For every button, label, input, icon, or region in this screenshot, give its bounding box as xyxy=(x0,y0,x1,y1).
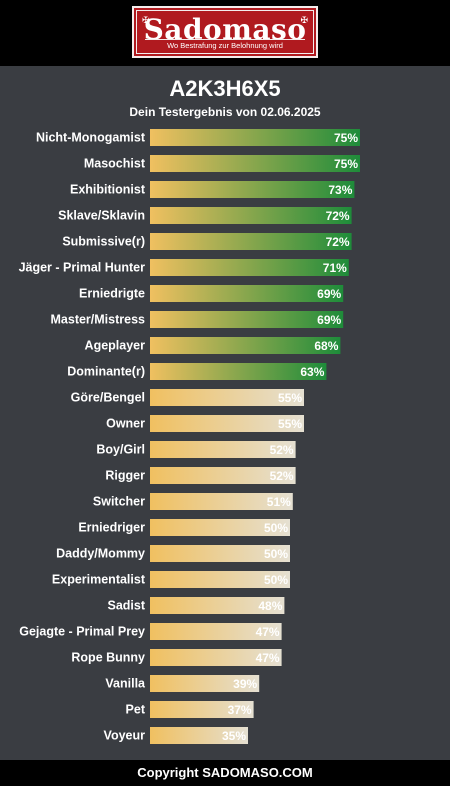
category-label: Rope Bunny xyxy=(71,651,145,665)
category-label: Voyeur xyxy=(104,729,146,743)
category-label: Pet xyxy=(126,703,146,717)
bar xyxy=(150,389,304,406)
bar xyxy=(150,701,254,718)
bar xyxy=(150,259,349,276)
bar-value-label: 69% xyxy=(317,313,341,327)
bar-value-label: 50% xyxy=(264,521,288,535)
cross-icon: ✠ xyxy=(300,15,308,25)
bar-value-label: 55% xyxy=(278,391,302,405)
bar-value-label: 51% xyxy=(267,495,291,509)
bar-value-label: 48% xyxy=(258,599,282,613)
bar xyxy=(150,181,355,198)
bar-value-label: 72% xyxy=(326,235,350,249)
bar xyxy=(150,363,327,380)
bar-value-label: 75% xyxy=(334,157,358,171)
bar-value-label: 75% xyxy=(334,131,358,145)
category-label: Experimentalist xyxy=(52,573,146,587)
bar xyxy=(150,467,296,484)
footer-copyright: Copyright SADOMASO.COM xyxy=(0,760,450,786)
bar-value-label: 37% xyxy=(228,703,252,717)
category-label: Submissive(r) xyxy=(62,235,145,249)
category-label: Masochist xyxy=(84,157,146,171)
category-label: Owner xyxy=(106,417,145,431)
category-label: Exhibitionist xyxy=(70,183,146,197)
bar-value-label: 68% xyxy=(314,339,338,353)
bar-value-label: 63% xyxy=(300,365,324,379)
category-label: Daddy/Mommy xyxy=(56,547,145,561)
category-label: Rigger xyxy=(105,469,145,483)
result-title: A2K3H6X5 xyxy=(169,76,281,101)
category-label: Master/Mistress xyxy=(51,313,146,327)
bar-value-label: 47% xyxy=(256,625,280,639)
category-label: Sklave/Sklavin xyxy=(58,209,145,223)
logo-frame: ✠ ✠ Sadomaso Wo Bestrafung zur Belohnung… xyxy=(136,10,314,54)
logo-tagline: Wo Bestrafung zur Belohnung wird xyxy=(145,39,305,50)
bar xyxy=(150,493,293,510)
bar-value-label: 69% xyxy=(317,287,341,301)
bar-value-label: 47% xyxy=(256,651,280,665)
category-label: Gejagte - Primal Prey xyxy=(19,625,145,639)
bar xyxy=(150,597,285,614)
bar-value-label: 50% xyxy=(264,547,288,561)
category-label: Switcher xyxy=(93,495,145,509)
category-label: Erniedriger xyxy=(78,521,145,535)
bar-value-label: 71% xyxy=(323,261,347,275)
cross-icon: ✠ xyxy=(142,15,150,25)
bar-value-label: 55% xyxy=(278,417,302,431)
result-bar-chart: Nicht-Monogamist 75% Masochist 75% Exhibitio… xyxy=(19,129,360,744)
bar-value-label: 39% xyxy=(233,677,257,691)
bar-value-label: 52% xyxy=(270,443,294,457)
bar xyxy=(150,727,248,744)
category-label: Dominante(r) xyxy=(67,365,145,379)
bar xyxy=(150,285,344,302)
result-subtitle: Dein Testergebnis von 02.06.2025 xyxy=(129,105,321,119)
bar-value-label: 72% xyxy=(326,209,350,223)
bar xyxy=(150,129,360,146)
bar xyxy=(150,207,352,224)
bar-value-label: 73% xyxy=(328,183,352,197)
category-label: Jäger - Primal Hunter xyxy=(19,261,146,275)
category-label: Nicht-Monogamist xyxy=(36,131,146,145)
bar xyxy=(150,623,282,640)
logo-text: Sadomaso xyxy=(143,13,307,46)
bar xyxy=(150,571,290,588)
category-label: Göre/Bengel xyxy=(71,391,145,405)
bar xyxy=(150,441,296,458)
bar xyxy=(150,337,341,354)
bar xyxy=(150,311,344,328)
bar xyxy=(150,675,260,692)
bar xyxy=(150,649,282,666)
bar-value-label: 35% xyxy=(222,729,246,743)
header: ✠ ✠ Sadomaso Wo Bestrafung zur Belohnung… xyxy=(0,0,450,66)
bar xyxy=(150,233,352,250)
bar xyxy=(150,545,290,562)
category-label: Vanilla xyxy=(105,677,146,691)
category-label: Boy/Girl xyxy=(96,443,145,457)
category-label: Erniedrigte xyxy=(79,287,145,301)
category-label: Sadist xyxy=(107,599,145,613)
bar xyxy=(150,415,304,432)
bar-value-label: 50% xyxy=(264,573,288,587)
bar xyxy=(150,155,360,172)
bar-value-label: 52% xyxy=(270,469,294,483)
category-label: Ageplayer xyxy=(85,339,146,353)
logo[interactable]: ✠ ✠ Sadomaso Wo Bestrafung zur Belohnung… xyxy=(132,6,318,58)
bar xyxy=(150,519,290,536)
